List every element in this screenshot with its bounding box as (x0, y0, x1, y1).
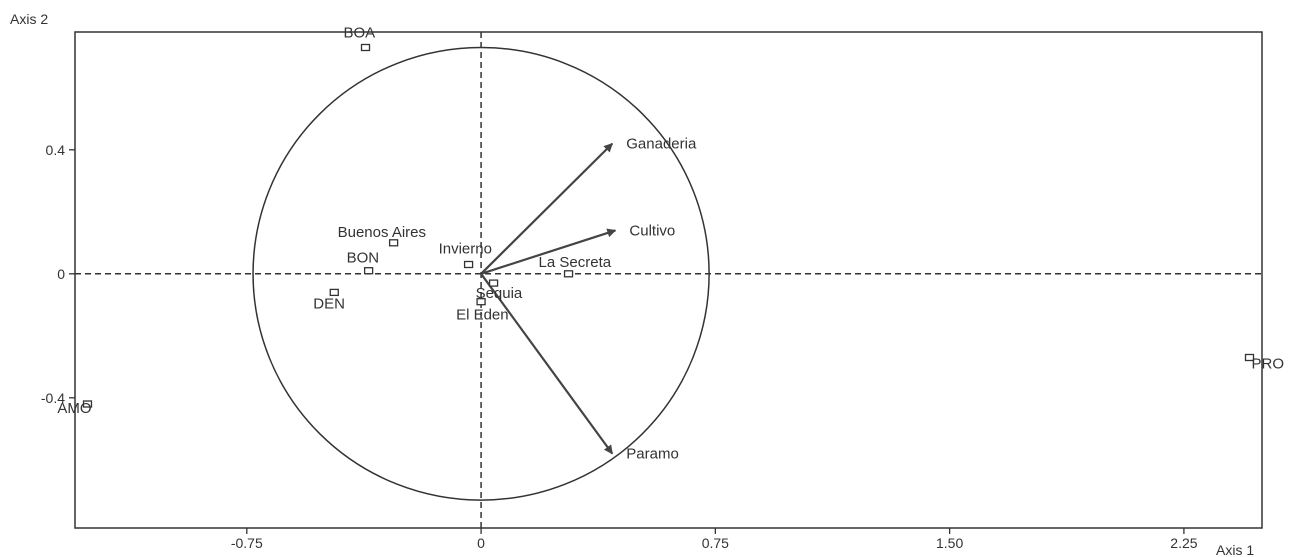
point-label-sequia: Sequia (476, 285, 523, 302)
point-label-la-secreta: La Secreta (539, 254, 612, 271)
point-label-el-eden: El Eden (456, 307, 509, 324)
point-marker-bon (363, 267, 374, 275)
point-label-invierno: Invierno (439, 241, 492, 258)
x-axis-title: Axis 1 (1216, 542, 1254, 557)
vector-arrow-cultivo (480, 228, 617, 275)
point-marker-la-secreta (563, 270, 574, 278)
plot-frame (74, 31, 1263, 529)
vector-label-cultivo: Cultivo (629, 222, 675, 239)
point-label-amo: AMO (57, 400, 91, 417)
y-axis-title: Axis 2 (10, 11, 48, 27)
point-label-pro: PRO (1252, 356, 1285, 373)
point-label-buenos-aires: Buenos Aires (338, 224, 426, 241)
point-label-den: DEN (313, 295, 345, 312)
vector-arrow-ganaderia (480, 142, 614, 275)
correlation-circle (252, 46, 710, 501)
point-marker-den (329, 288, 339, 297)
x-tick-label: 0 (477, 535, 485, 551)
point-marker-pro (1244, 353, 1255, 362)
point-marker-buenos-aires (388, 239, 399, 247)
point-label-boa: BOA (344, 25, 376, 42)
point-label-bon: BON (347, 250, 380, 267)
x-tick-label: 2.25 (1170, 535, 1197, 551)
x-tick-label: 0.75 (702, 535, 729, 551)
y-tick-label: -0.4 (41, 390, 65, 406)
vector-label-paramo: Paramo (626, 446, 679, 463)
point-marker-el-eden (476, 298, 486, 306)
point-marker-boa (360, 43, 371, 52)
point-marker-amo (82, 400, 93, 408)
vector-arrow-paramo (480, 273, 614, 455)
point-marker-sequia (488, 279, 499, 287)
y-tick-label: 0.4 (46, 142, 66, 158)
vector-label-ganaderia: Ganaderia (626, 136, 697, 153)
y-tick-label: 0 (57, 266, 65, 282)
point-marker-invierno (463, 260, 474, 269)
x-tick-label: 1.50 (936, 535, 963, 551)
x-tick-label: -0.75 (231, 535, 263, 551)
